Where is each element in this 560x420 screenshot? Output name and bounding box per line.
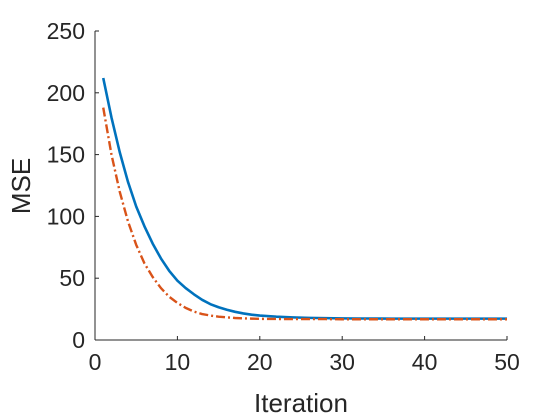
y-tick-label: 250 xyxy=(47,18,85,44)
x-tick-label: 30 xyxy=(329,349,355,375)
y-tick-label: 200 xyxy=(47,80,85,106)
ticks-layer: 0 10 20 30 40 50 0 50 100 150 200 250 xyxy=(47,18,520,375)
y-tick-label: 150 xyxy=(47,142,85,168)
y-tick-label: 100 xyxy=(47,203,85,229)
y-axis-label: MSE xyxy=(6,158,36,214)
x-tick-label: 10 xyxy=(165,349,191,375)
series-line-2 xyxy=(102,107,507,321)
series-line-1 xyxy=(101,77,507,320)
y-tick-label: 50 xyxy=(59,265,85,291)
x-tick-label: 0 xyxy=(89,349,102,375)
x-tick-label: 20 xyxy=(247,349,273,375)
axes xyxy=(94,31,507,341)
y-tick-label: 0 xyxy=(72,327,85,353)
x-tick-label: 50 xyxy=(494,349,520,375)
series-layer xyxy=(101,77,507,321)
x-axis-label: Iteration xyxy=(254,388,348,418)
x-tick-label: 40 xyxy=(412,349,438,375)
